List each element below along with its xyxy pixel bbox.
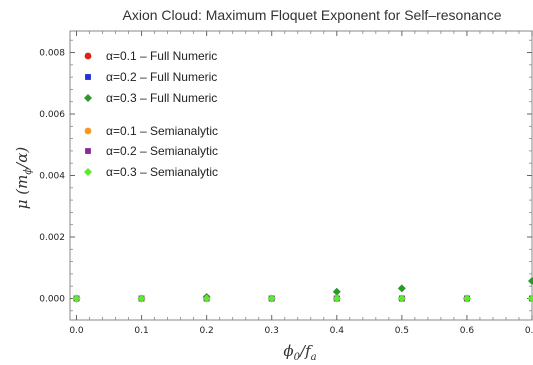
x-axis-label-sub0: 0 <box>294 352 301 363</box>
x-axis-label-f: f <box>304 342 313 360</box>
y-tick-label: 0.004 <box>39 172 65 182</box>
y-axis-label: μ (mϕ/α) <box>13 147 34 210</box>
legend-marker <box>84 52 92 60</box>
x-axis-label: ϕ0/fa <box>283 342 316 363</box>
x-axis-label-main: ϕ <box>283 342 293 360</box>
legend-marker <box>84 168 92 176</box>
x-tick-label: 0.1 <box>134 326 148 336</box>
data-point <box>267 294 276 303</box>
legend-label: α=0.2 – Semianalytic <box>106 144 218 158</box>
x-tick-label: 0.7 <box>525 326 533 336</box>
data-point <box>332 294 341 303</box>
data-point <box>202 294 211 303</box>
x-tick-labels: 0.0 0.1 0.2 0.3 0.4 0.5 0.6 0.7 <box>69 326 533 336</box>
x-tick-label: 0.3 <box>265 326 279 336</box>
legend-marker <box>85 74 91 80</box>
y-tick-label: 0.000 <box>39 294 65 304</box>
x-tick-label: 0.5 <box>395 326 409 336</box>
y-axis-label-m: m <box>13 175 31 189</box>
legend: α=0.1 – Full Numeric α=0.2 – Full Numeric… <box>84 49 218 179</box>
y-tick-labels: 0.000 0.002 0.004 0.006 0.008 <box>39 49 65 305</box>
x-tick-label: 0.6 <box>460 326 475 336</box>
legend-label: α=0.2 – Full Numeric <box>106 70 217 84</box>
data-point <box>137 294 146 303</box>
legend-label: α=0.1 – Full Numeric <box>106 49 217 63</box>
data-point <box>332 287 341 296</box>
legend-marker <box>85 148 91 154</box>
data-point <box>528 294 533 303</box>
y-tick-label: 0.008 <box>39 49 65 59</box>
y-axis-label-tail: /α) <box>13 147 31 170</box>
data-point <box>462 294 471 303</box>
data-points <box>72 276 533 303</box>
x-tick-label: 0.0 <box>69 326 84 336</box>
y-axis-label-sub: ϕ <box>23 168 34 175</box>
data-point <box>72 294 81 303</box>
legend-marker <box>84 94 92 102</box>
legend-label: α=0.1 – Semianalytic <box>106 124 218 138</box>
y-tick-label: 0.006 <box>39 110 65 120</box>
x-axis-label-slash: / <box>298 342 307 360</box>
legend-marker <box>84 127 92 135</box>
data-point <box>528 276 533 285</box>
x-tick-label: 0.4 <box>330 326 345 336</box>
y-tick-label: 0.002 <box>39 233 65 243</box>
legend-label: α=0.3 – Full Numeric <box>106 91 217 105</box>
data-point <box>397 284 406 293</box>
x-axis-label-suba: a <box>311 352 317 363</box>
chart-title: Axion Cloud: Maximum Floquet Exponent fo… <box>123 7 502 23</box>
legend-label: α=0.3 – Semianalytic <box>106 165 218 179</box>
y-axis-label-mu: μ ( <box>13 188 31 210</box>
data-point <box>397 294 406 303</box>
x-tick-label: 0.2 <box>199 326 213 336</box>
